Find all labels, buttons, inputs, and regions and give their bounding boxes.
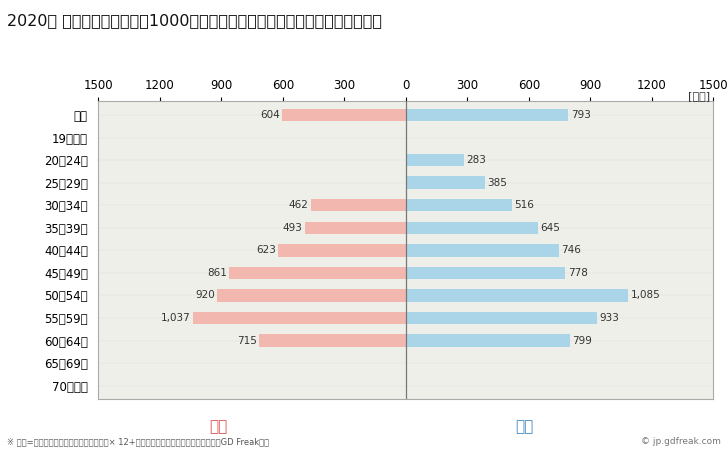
- Text: 645: 645: [541, 223, 561, 233]
- Bar: [259, 334, 406, 347]
- Bar: [217, 289, 406, 302]
- Text: 715: 715: [237, 336, 257, 345]
- Bar: [305, 221, 406, 234]
- Text: 623: 623: [256, 245, 276, 255]
- Text: 920: 920: [195, 290, 215, 300]
- Bar: [406, 109, 569, 121]
- Text: 861: 861: [207, 268, 227, 278]
- Bar: [406, 176, 485, 189]
- Text: 516: 516: [514, 200, 534, 210]
- Text: 283: 283: [467, 155, 486, 165]
- Text: 女性: 女性: [209, 419, 228, 434]
- Text: 793: 793: [571, 110, 591, 120]
- Bar: [406, 267, 566, 279]
- Text: 462: 462: [289, 200, 309, 210]
- Bar: [282, 109, 406, 121]
- Bar: [229, 267, 406, 279]
- Text: 385: 385: [487, 178, 507, 188]
- Text: ※ 年収=「きまって支給する現金給与額」× 12+「年間賞与その他特別給与額」としてGD Freak推計: ※ 年収=「きまって支給する現金給与額」× 12+「年間賞与その他特別給与額」と…: [7, 437, 269, 446]
- Bar: [311, 199, 406, 212]
- Bar: [406, 244, 559, 257]
- Bar: [406, 334, 570, 347]
- Text: 778: 778: [568, 268, 587, 278]
- Text: 604: 604: [260, 110, 280, 120]
- Bar: [278, 244, 406, 257]
- Text: 493: 493: [282, 223, 302, 233]
- Text: 2020年 民間企業（従業者数1000人以上）フルタイム労働者の男女別平均年収: 2020年 民間企業（従業者数1000人以上）フルタイム労働者の男女別平均年収: [7, 14, 382, 28]
- Text: 1,085: 1,085: [630, 290, 660, 300]
- Text: 男性: 男性: [515, 419, 534, 434]
- Bar: [406, 289, 628, 302]
- Bar: [193, 312, 406, 324]
- Text: 933: 933: [600, 313, 620, 323]
- Text: 799: 799: [572, 336, 592, 345]
- Bar: [406, 221, 538, 234]
- Bar: [406, 199, 512, 212]
- Text: 746: 746: [561, 245, 581, 255]
- Text: [万円]: [万円]: [688, 92, 710, 101]
- Text: 1,037: 1,037: [161, 313, 191, 323]
- Bar: [406, 312, 597, 324]
- Text: © jp.gdfreak.com: © jp.gdfreak.com: [641, 437, 721, 446]
- Bar: [406, 154, 464, 166]
